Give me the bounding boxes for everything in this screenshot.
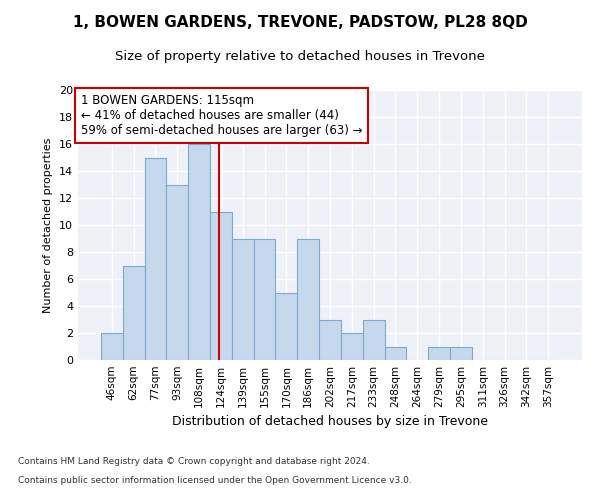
Bar (232, 238, 254, 360)
Bar (166, 184, 188, 360)
Text: 1 BOWEN GARDENS: 115sqm
← 41% of detached houses are smaller (44)
59% of semi-de: 1 BOWEN GARDENS: 115sqm ← 41% of detache… (80, 94, 362, 137)
Bar (385, 346, 406, 360)
Bar (363, 320, 385, 360)
Y-axis label: Number of detached properties: Number of detached properties (43, 138, 53, 312)
Text: Contains HM Land Registry data © Crown copyright and database right 2024.: Contains HM Land Registry data © Crown c… (18, 458, 370, 466)
Bar (254, 238, 275, 360)
Bar (210, 212, 232, 360)
Bar (101, 333, 123, 360)
Text: Size of property relative to detached houses in Trevone: Size of property relative to detached ho… (115, 50, 485, 63)
X-axis label: Distribution of detached houses by size in Trevone: Distribution of detached houses by size … (172, 416, 488, 428)
Bar (450, 346, 472, 360)
Bar (297, 238, 319, 360)
Bar (145, 158, 166, 360)
Bar (123, 266, 145, 360)
Bar (275, 292, 297, 360)
Bar (428, 346, 450, 360)
Bar (319, 320, 341, 360)
Text: 1, BOWEN GARDENS, TREVONE, PADSTOW, PL28 8QD: 1, BOWEN GARDENS, TREVONE, PADSTOW, PL28… (73, 15, 527, 30)
Text: Contains public sector information licensed under the Open Government Licence v3: Contains public sector information licen… (18, 476, 412, 485)
Bar (341, 333, 363, 360)
Bar (188, 144, 210, 360)
